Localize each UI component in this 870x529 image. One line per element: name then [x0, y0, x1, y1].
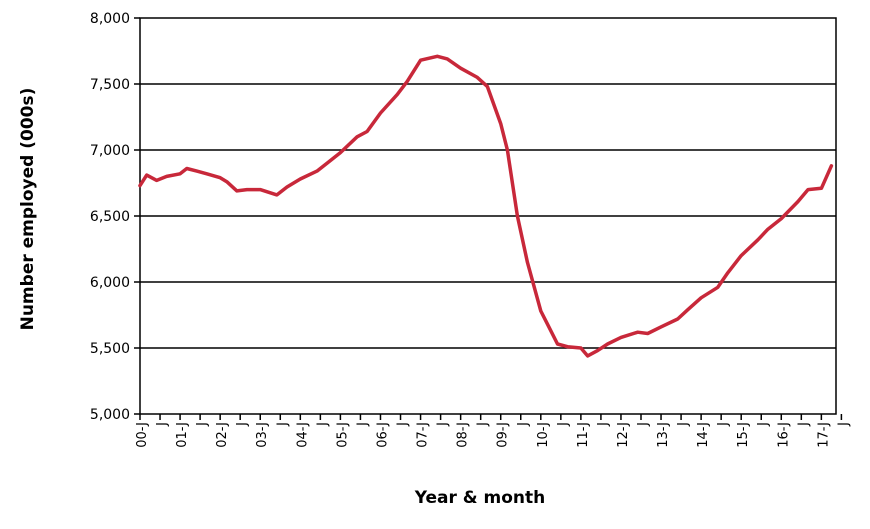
x-tick-label: 17-J [816, 422, 831, 448]
x-tick-label: 05-J [335, 422, 350, 448]
x-tick-label: J [396, 422, 411, 427]
y-tick-label: 5,500 [90, 341, 130, 357]
y-tick-label: 5,000 [90, 407, 130, 423]
x-tick-label: 16-J [776, 422, 791, 448]
x-tick-label: J [516, 422, 531, 427]
x-tick-label: J [355, 422, 370, 427]
x-tick-label: 11-J [576, 422, 591, 448]
x-tick-label: 10-J [536, 422, 551, 448]
x-tick-label: J [315, 422, 330, 427]
x-tick-label: J [636, 422, 651, 427]
x-axis-title: Year & month [414, 488, 546, 508]
x-tick-label: J [756, 422, 771, 427]
x-tick-label: 15-J [736, 422, 751, 448]
y-tick-label: 6,000 [90, 275, 130, 291]
x-tick-label: J [836, 422, 851, 427]
x-tick-label: 07-J [416, 422, 431, 448]
x-tick-label: 08-J [456, 422, 471, 448]
x-tick-label: J [195, 422, 210, 427]
x-tick-label: J [556, 422, 571, 427]
series-line [138, 54, 834, 358]
x-tick-label: 12-J [616, 422, 631, 448]
x-axis-ticks: 00-J J 01-J J 02-J J 03-J J 04-J J 05-J J 06-J J 07-J J… [135, 414, 851, 448]
y-tick-label: 6,500 [90, 209, 130, 225]
x-tick-label: J [155, 422, 170, 427]
x-tick-label: 02-J [215, 422, 230, 448]
x-tick-label: J [596, 422, 611, 427]
x-tick-label: J [476, 422, 491, 427]
y-tick-label: 7,500 [90, 77, 130, 93]
y-axis-title: Number employed (000s) [18, 88, 38, 331]
x-tick-label: 04-J [295, 422, 310, 448]
x-tick-label: J [676, 422, 691, 427]
y-axis-ticks: 5,000 5,500 6,000 6,500 7,000 7,500 8,000 [90, 11, 140, 423]
x-tick-label: 00-J [135, 422, 150, 448]
x-tick-label: 06-J [375, 422, 390, 448]
x-tick-label: J [275, 422, 290, 427]
x-tick-label: 14-J [696, 422, 711, 448]
x-tick-label: J [235, 422, 250, 427]
x-tick-label: 03-J [255, 422, 270, 448]
x-tick-label: 09-J [496, 422, 511, 448]
x-tick-label: J [716, 422, 731, 427]
y-tick-label: 8,000 [90, 11, 130, 27]
x-tick-label: J [796, 422, 811, 427]
x-tick-label: J [436, 422, 451, 427]
y-tick-label: 7,000 [90, 143, 130, 159]
x-tick-label: 01-J [175, 422, 190, 448]
x-tick-label: 13-J [656, 422, 671, 448]
